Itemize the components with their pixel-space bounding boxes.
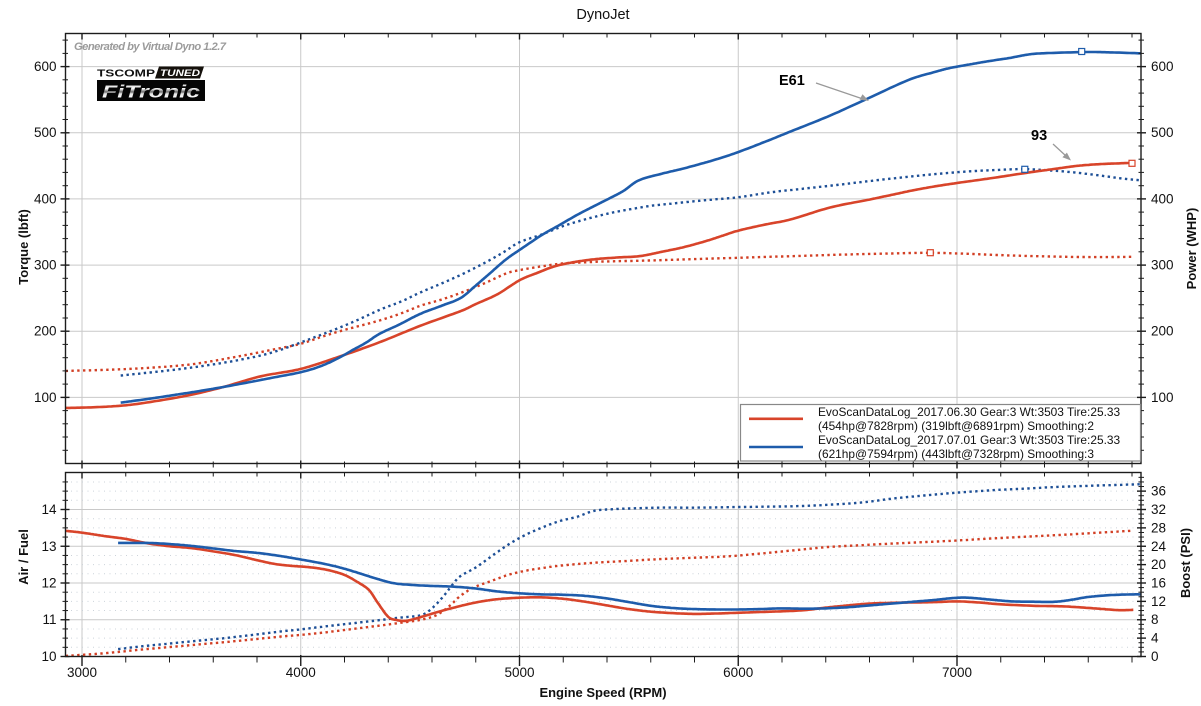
svg-text:13: 13 [41, 539, 56, 554]
svg-text:200: 200 [1151, 324, 1174, 339]
svg-text:4: 4 [1151, 631, 1159, 646]
svg-text:6000: 6000 [723, 665, 753, 680]
svg-text:EvoScanDataLog_2017.07.01 Gear: EvoScanDataLog_2017.07.01 Gear:3 Wt:3503… [818, 433, 1120, 447]
svg-text:3000: 3000 [67, 665, 97, 680]
svg-text:11: 11 [42, 612, 56, 627]
svg-text:DynoJet: DynoJet [576, 7, 629, 23]
svg-text:EvoScanDataLog_2017.06.30 Gear: EvoScanDataLog_2017.06.30 Gear:3 Wt:3503… [818, 405, 1120, 419]
svg-text:400: 400 [1151, 191, 1174, 206]
svg-text:36: 36 [1151, 484, 1166, 499]
svg-text:0: 0 [1151, 649, 1159, 664]
svg-text:(454hp@7828rpm) (319lbft@6891r: (454hp@7828rpm) (319lbft@6891rpm) Smooth… [818, 419, 1094, 433]
svg-text:32: 32 [1151, 502, 1166, 517]
svg-text:Generated by Virtual Dyno 1.2.: Generated by Virtual Dyno 1.2.7 [74, 41, 227, 53]
svg-text:12: 12 [41, 576, 56, 591]
svg-text:500: 500 [34, 125, 57, 140]
svg-text:24: 24 [1151, 539, 1167, 554]
svg-text:10: 10 [41, 649, 56, 664]
svg-text:200: 200 [34, 324, 57, 339]
svg-text:E61: E61 [779, 73, 805, 89]
svg-text:600: 600 [34, 59, 57, 74]
svg-text:Power (WHP): Power (WHP) [1184, 208, 1199, 290]
svg-text:4000: 4000 [286, 665, 316, 680]
svg-text:28: 28 [1151, 520, 1166, 535]
svg-text:20: 20 [1151, 557, 1166, 572]
svg-text:16: 16 [1151, 576, 1166, 591]
svg-text:Air / Fuel: Air / Fuel [16, 529, 31, 585]
svg-text:600: 600 [1151, 59, 1174, 74]
svg-text:300: 300 [1151, 258, 1174, 273]
svg-text:Boost (PSI): Boost (PSI) [1178, 528, 1193, 598]
svg-text:500: 500 [1151, 125, 1174, 140]
svg-text:300: 300 [34, 258, 57, 273]
svg-text:FiTronic: FiTronic [102, 82, 200, 102]
svg-text:(621hp@7594rpm) (443lbft@7328r: (621hp@7594rpm) (443lbft@7328rpm) Smooth… [818, 447, 1094, 461]
svg-text:Torque (lbft): Torque (lbft) [16, 209, 31, 285]
svg-text:TSCOMP: TSCOMP [97, 68, 155, 80]
svg-text:400: 400 [34, 191, 57, 206]
svg-text:Engine Speed (RPM): Engine Speed (RPM) [539, 685, 666, 700]
svg-text:93: 93 [1031, 128, 1047, 144]
svg-text:TUNED: TUNED [160, 68, 201, 78]
svg-text:12: 12 [1151, 594, 1166, 609]
svg-text:5000: 5000 [504, 665, 534, 680]
svg-text:100: 100 [1151, 390, 1174, 405]
svg-text:8: 8 [1151, 612, 1159, 627]
svg-text:14: 14 [41, 502, 57, 517]
svg-text:7000: 7000 [942, 665, 972, 680]
svg-text:100: 100 [34, 390, 57, 405]
